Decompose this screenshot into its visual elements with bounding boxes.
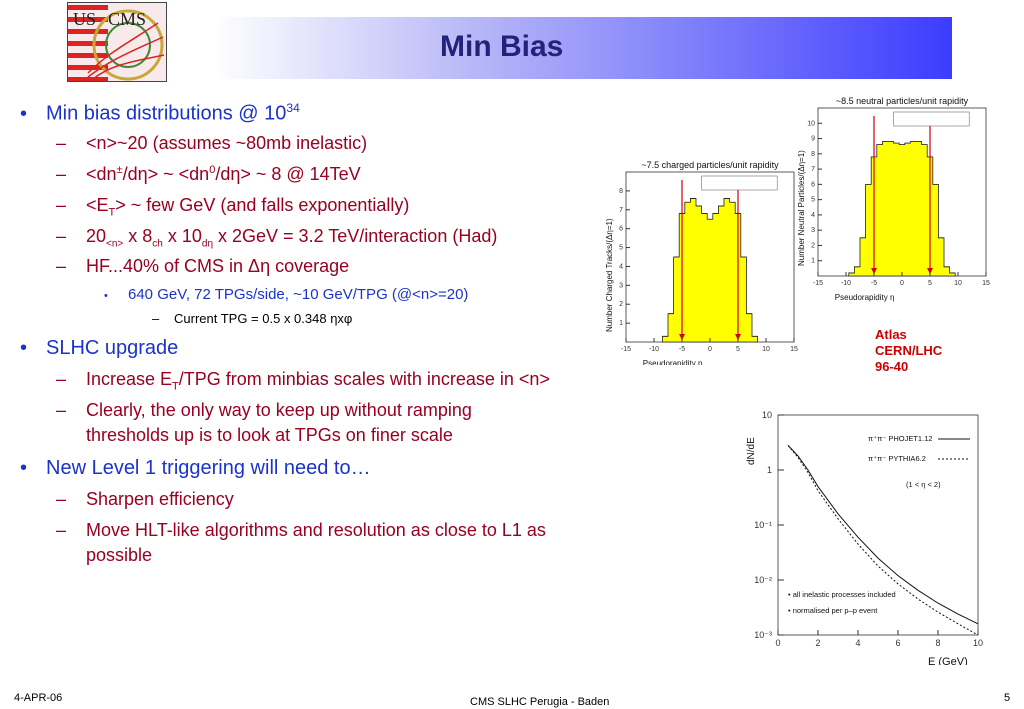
sub-sub-bullet-tpg: • 640 GeV, 72 TPGs/side, ~10 GeV/TPG (@<n… (104, 286, 469, 303)
x-tick-label: 15 (790, 346, 798, 353)
y-tick-label: 4 (619, 263, 623, 270)
page-title: Min Bias (440, 30, 564, 63)
footer-page-number: 5 (1004, 692, 1011, 704)
bullet-min-bias: • Min bias distributions @ 1034 (20, 101, 300, 126)
x-tick-label: -15 (621, 346, 631, 353)
text: <n>~20 (assumes ~80mb inelastic) (86, 133, 368, 153)
x-tick-label: 5 (928, 280, 932, 287)
exponent: 34 (286, 101, 300, 115)
note-inelastic: • all inelastic processes included (788, 590, 896, 599)
x-tick-label: 10 (954, 280, 962, 287)
bullet-level1-trigger: • New Level 1 triggering will need to… (20, 457, 371, 479)
sub-bullet-hlt-cont: possible (86, 545, 153, 565)
y-tick-label: 3 (811, 227, 815, 234)
x-tick-label: -5 (679, 346, 685, 353)
y-tick-label: 6 (619, 226, 623, 233)
x-tick-label: 0 (900, 280, 904, 287)
y-tick-label: 10 (807, 120, 815, 127)
y-axis-label: Number Charged Tracks/(Δη=1) (605, 218, 614, 332)
cut-marker-arrow (871, 268, 877, 274)
y-tick-label: 1 (619, 320, 623, 327)
x-tick-label: 6 (895, 638, 900, 648)
series-line-pythia6-2 (787, 445, 979, 636)
y-axis-label: Number Neutral Particles/(Δη=1) (797, 150, 806, 266)
x-tick-label: 10 (973, 638, 983, 648)
us-cms-logo-icon: US CMS (68, 3, 166, 81)
x-tick-label: -10 (649, 346, 659, 353)
x-tick-label: -5 (871, 280, 877, 287)
series-line-phojet1-12 (787, 445, 979, 625)
x-tick-label: 4 (855, 638, 860, 648)
x-tick-label: 15 (982, 280, 990, 287)
legend-eta-range: (1 < η < 2) (906, 480, 941, 489)
x-axis-label: Pseudorapidity η (643, 359, 703, 365)
y-tick-label: 8 (619, 188, 623, 195)
sub-sub-sub-bullet-current-tpg: – Current TPG = 0.5 x 0.348 ηxφ (152, 311, 353, 326)
y-tick-label: 4 (811, 212, 815, 219)
legend-entry-pythia: π⁺π⁻ PYTHIA6.2 (868, 454, 926, 463)
sub-bullet-dndeta: – <dn±/dη> ~ <dn0/dη> ~ 8 @ 14TeV (56, 164, 361, 184)
y-tick-label: 2 (811, 242, 815, 249)
y-tick-label: 7 (811, 166, 815, 173)
chart-title: ~8.5 neutral particles/unit rapidity (836, 96, 969, 106)
footer-center: CMS SLHC Perugia - Baden (470, 696, 610, 708)
svg-text:US: US (73, 9, 96, 29)
y-tick-label: 2 (619, 301, 623, 308)
cut-marker-arrow (927, 268, 933, 274)
neutral-particle-histogram: -15 -10 -5 0 5 10 15 1 2 3 4 5 6 7 8 9 10 ~8.5 neutral pa… (797, 96, 990, 302)
y-tick-label: 5 (811, 197, 815, 204)
x-tick-label: 0 (708, 346, 712, 353)
plot-frame (777, 414, 979, 636)
stats-box (893, 111, 970, 127)
y-tick-label: 10⁻¹ (754, 520, 772, 530)
cut-marker-arrow (679, 334, 685, 340)
legend-entry-phojet: π⁺π⁻ PHOJET1.12 (868, 434, 933, 443)
stats-box (701, 175, 778, 191)
atlas-reference: Atlas CERN/LHC 96-40 (875, 327, 943, 374)
y-tick-label: 10⁻² (754, 575, 772, 585)
x-tick-label: 0 (775, 638, 780, 648)
y-tick-label: 1 (767, 465, 772, 475)
y-tick-label: 10⁻³ (754, 630, 772, 640)
y-tick-label: 6 (811, 181, 815, 188)
title-bar (150, 17, 952, 79)
y-tick-label: 10 (762, 410, 772, 420)
sub-bullet-hlt: – Move HLT-like algorithms and resolution… (56, 520, 546, 540)
y-tick-label: 1 (811, 258, 815, 265)
y-axis-label: dN/dE (746, 437, 757, 465)
y-tick-label: 9 (811, 136, 815, 143)
x-tick-label: -10 (841, 280, 851, 287)
sub-bullet-finer-scale-cont: thresholds up is to look at TPGs on fine… (86, 425, 453, 445)
y-tick-label: 7 (619, 207, 623, 214)
us-cms-logo: US CMS (67, 2, 167, 82)
x-tick-label: 2 (815, 638, 820, 648)
svg-text:CMS: CMS (108, 9, 146, 29)
bullet-text: Min bias distributions @ 10 (46, 102, 287, 125)
charged-particle-histogram: -15 -10 -5 0 5 10 15 1 2 3 4 5 6 7 8 ~7.5 charged parti… (605, 160, 798, 365)
y-tick-label: 3 (619, 282, 623, 289)
sub-bullet-finer-scale: – Clearly, the only way to keep up withou… (56, 400, 472, 420)
x-tick-label: 8 (935, 638, 940, 648)
bullet-dot: • (20, 102, 28, 125)
sub-bullet-increase-et: – Increase ET/TPG from minbias scales wit… (56, 369, 550, 393)
sub-bullet-energy: –20<n> x 8ch x 10dη x 2GeV = 3.2 TeV/int… (56, 226, 498, 250)
x-tick-label: -15 (813, 280, 823, 287)
y-tick-label: 5 (619, 245, 623, 252)
x-tick-label: 10 (762, 346, 770, 353)
note-normalised: • normalised per p–p event (788, 606, 878, 615)
sub-bullet-n: – <n>~20 (assumes ~80mb inelastic) (56, 133, 368, 153)
sub-bullet-hf: – HF...40% of CMS in Δη coverage (56, 256, 350, 276)
x-axis-label: E (GeV) (928, 656, 968, 665)
chart-title: ~7.5 charged particles/unit rapidity (641, 160, 779, 170)
footer-date: 4-APR-06 (14, 692, 63, 704)
y-tick-label: 8 (811, 151, 815, 158)
sub-bullet-sharpen: – Sharpen efficiency (56, 489, 234, 509)
sub-bullet-et: – <ET> ~ few GeV (and falls exponentially… (56, 195, 410, 219)
cut-marker-arrow (735, 334, 741, 340)
x-tick-label: 5 (736, 346, 740, 353)
energy-spectrum-plot: 10 1 10⁻¹ 10⁻² 10⁻³0 2 4 6 8 10 π⁺π⁻ PHOJET1.12 π⁺π… (746, 410, 983, 665)
x-axis-label: Pseudorapidity η (835, 293, 895, 302)
bullet-slhc-upgrade: • SLHC upgrade (20, 337, 179, 359)
